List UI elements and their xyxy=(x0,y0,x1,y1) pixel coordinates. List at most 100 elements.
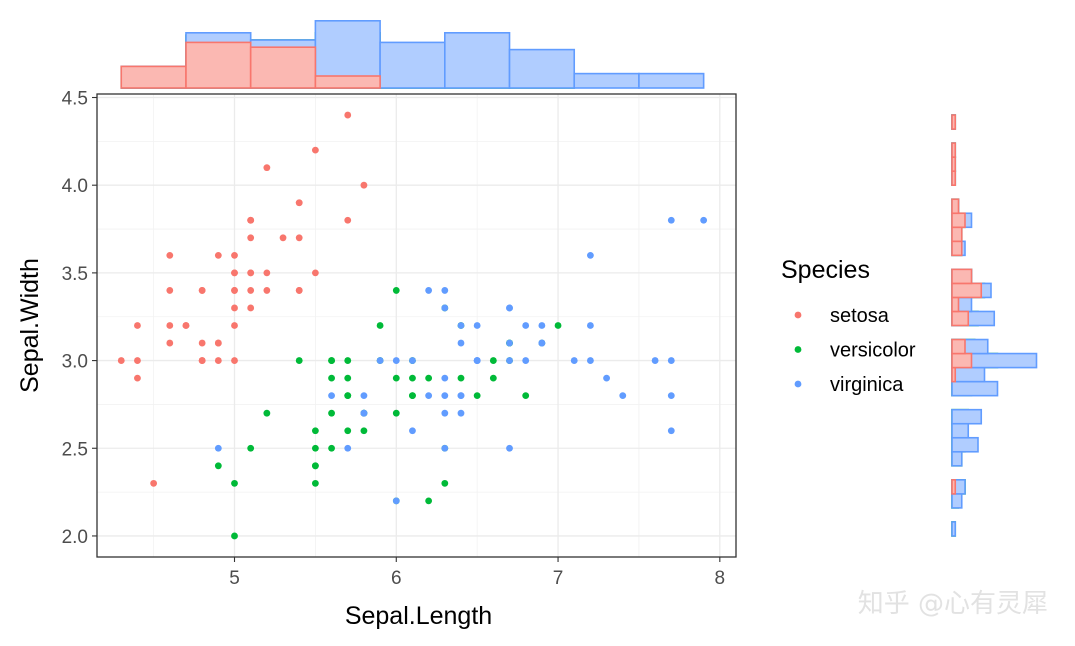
point-versicolor xyxy=(344,392,352,400)
point-versicolor xyxy=(344,357,352,364)
legend-label-virginica: virginica xyxy=(830,374,904,396)
point-setosa xyxy=(198,339,206,347)
point-setosa xyxy=(231,251,238,259)
hist-bar-y-setosa xyxy=(951,156,957,172)
point-virginica xyxy=(344,444,352,452)
x-tick-label: 8 xyxy=(715,568,726,589)
point-virginica xyxy=(376,357,384,364)
point-setosa xyxy=(231,287,238,294)
point-setosa xyxy=(214,357,222,364)
point-virginica xyxy=(457,339,465,347)
point-versicolor xyxy=(360,427,368,435)
scatter-points xyxy=(117,111,708,540)
point-setosa xyxy=(166,251,174,259)
point-virginica xyxy=(441,287,449,294)
top-marginal-histogram xyxy=(120,19,705,89)
point-setosa xyxy=(295,199,303,207)
y-tick-label: 4.5 xyxy=(62,89,88,110)
point-virginica xyxy=(392,497,400,505)
point-virginica xyxy=(506,444,513,452)
point-virginica xyxy=(522,357,530,364)
right-marginal-histogram xyxy=(951,114,1038,537)
point-versicolor xyxy=(425,374,433,382)
point-virginica xyxy=(667,427,675,435)
hist-bar-y-setosa xyxy=(951,226,963,243)
point-virginica xyxy=(360,392,368,400)
point-versicolor xyxy=(344,427,352,435)
legend-label-versicolor: versicolor xyxy=(830,340,916,362)
point-setosa xyxy=(360,181,368,189)
point-setosa xyxy=(247,269,255,277)
point-versicolor xyxy=(311,444,319,452)
hist-bar-y-virginica xyxy=(951,493,963,509)
point-versicolor xyxy=(328,409,335,417)
point-versicolor xyxy=(311,479,319,487)
hist-bar-y-virginica xyxy=(951,408,983,425)
point-virginica xyxy=(457,392,465,400)
point-versicolor xyxy=(376,322,384,329)
point-virginica xyxy=(441,304,449,312)
hist-bar-y-setosa xyxy=(951,170,957,186)
point-setosa xyxy=(198,357,206,364)
legend: Species setosa versicolor virginica xyxy=(781,256,916,396)
point-setosa xyxy=(182,322,190,329)
point-versicolor xyxy=(231,479,238,487)
point-setosa xyxy=(231,269,238,277)
point-versicolor xyxy=(554,322,562,329)
point-setosa xyxy=(150,479,158,487)
point-virginica xyxy=(619,392,627,400)
hist-bar-x-virginica xyxy=(379,41,446,89)
y-tick-label: 2.5 xyxy=(62,439,88,460)
point-virginica xyxy=(506,304,513,312)
x-tick-label: 7 xyxy=(553,568,564,589)
point-versicolor xyxy=(457,374,465,382)
hist-bar-x-setosa xyxy=(120,65,187,89)
legend-key-versicolor xyxy=(794,346,802,353)
point-virginica xyxy=(506,357,513,364)
point-versicolor xyxy=(392,374,400,382)
hist-bar-y-setosa xyxy=(951,240,963,257)
point-virginica xyxy=(409,357,416,364)
point-versicolor xyxy=(473,392,481,400)
point-versicolor xyxy=(441,479,449,487)
x-axis-title: Sepal.Length xyxy=(345,602,492,630)
y-axis-ticks: 2.0 2.5 3.0 3.5 4.0 4.5 xyxy=(62,89,97,548)
point-setosa xyxy=(231,322,238,329)
point-virginica xyxy=(457,409,465,417)
point-virginica xyxy=(570,357,578,364)
hist-bar-y-virginica xyxy=(951,521,957,537)
point-virginica xyxy=(651,357,659,364)
point-setosa xyxy=(295,287,303,294)
legend-title: Species xyxy=(781,256,870,284)
y-axis-title: Sepal.Width xyxy=(16,258,44,393)
point-virginica xyxy=(441,409,449,417)
point-setosa xyxy=(166,322,174,329)
panel-border xyxy=(96,93,737,558)
hist-bar-y-setosa xyxy=(951,310,970,327)
point-versicolor xyxy=(311,462,319,470)
point-versicolor xyxy=(522,392,530,400)
hist-bar-y-setosa xyxy=(951,198,960,215)
point-setosa xyxy=(311,269,319,277)
point-setosa xyxy=(214,339,222,347)
point-virginica xyxy=(328,392,335,400)
point-virginica xyxy=(457,322,465,329)
scatter-panel xyxy=(96,93,737,558)
point-versicolor xyxy=(328,357,335,364)
point-virginica xyxy=(667,357,675,364)
point-virginica xyxy=(587,322,594,329)
y-tick-label: 4.0 xyxy=(62,176,88,197)
point-virginica xyxy=(441,444,449,452)
point-setosa xyxy=(134,357,141,364)
hist-bar-y-setosa xyxy=(951,142,957,158)
point-virginica xyxy=(538,322,546,329)
hist-bar-y-setosa xyxy=(951,366,957,383)
point-versicolor xyxy=(489,374,497,382)
point-setosa xyxy=(263,269,271,277)
point-versicolor xyxy=(311,427,319,435)
hist-bar-y-setosa xyxy=(951,352,973,369)
point-setosa xyxy=(117,357,125,364)
point-setosa xyxy=(263,287,271,294)
hist-bar-x-virginica xyxy=(508,48,576,89)
point-versicolor xyxy=(247,444,255,452)
